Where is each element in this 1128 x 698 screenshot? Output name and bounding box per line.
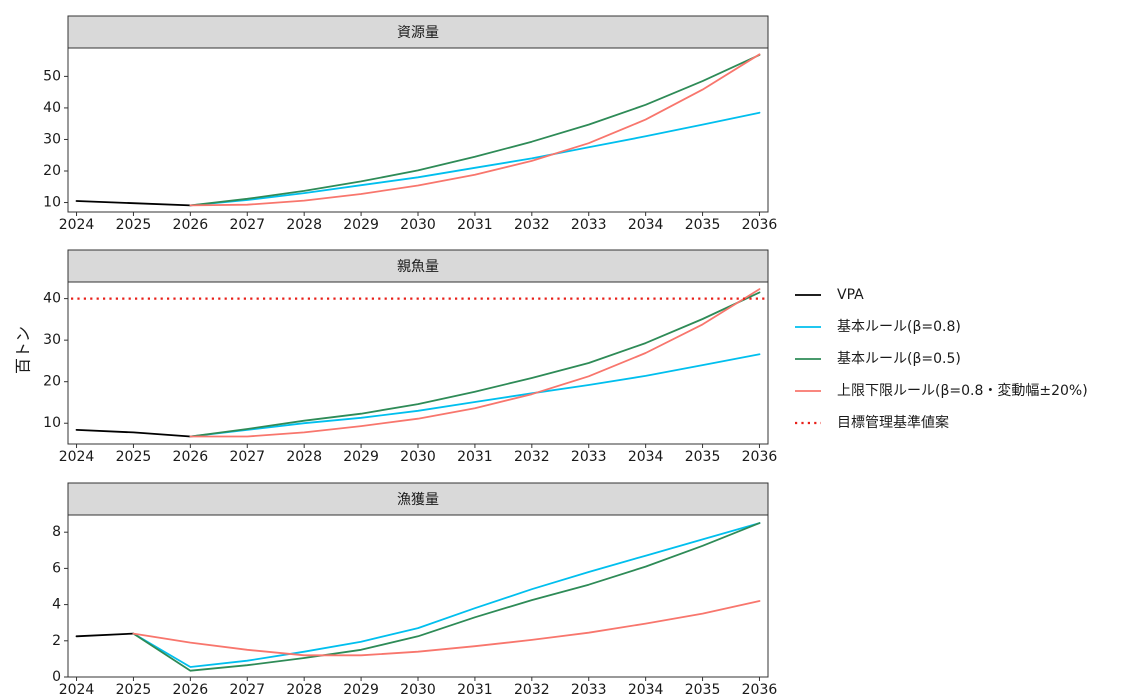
series-line-cap [132,600,761,657]
x-tick-label: 2033 [571,682,607,698]
y-tick-label: 2 [52,633,61,649]
y-tick-label: 20 [43,374,61,390]
series-line-basic05 [132,522,761,672]
x-tick-label: 2029 [343,217,379,233]
panel-3: 漁獲量 0 2 4 6 8 2024 2025 2026 2027 2028 2029 2030 2031… [52,482,778,698]
y-tick-label: 0 [52,669,61,685]
series-line-cap [189,53,761,207]
legend-label-target: 目標管理基準値案 [837,414,949,431]
x-tick-label: 2024 [59,682,95,698]
x-tick-label: 2035 [685,682,721,698]
y-axis-label: 百トン [14,326,33,374]
series-line-vpa [75,632,135,638]
x-tick-label: 2030 [400,217,436,233]
panel-frame [67,281,769,445]
series-line-vpa [75,428,192,438]
panel-title: 漁獲量 [397,492,439,508]
y-tick-label: 6 [52,560,61,576]
x-tick-label: 2035 [685,217,721,233]
series-line-basic05 [189,54,761,207]
series-line-basic08 [189,353,761,438]
panel-title: 親魚量 [397,259,439,275]
x-tick-label: 2025 [116,682,152,698]
y-tick-label: 50 [43,68,61,84]
panel-frame [67,47,769,213]
x-tick-label: 2027 [229,217,265,233]
x-tick-label: 2026 [173,217,209,233]
x-tick-label: 2030 [400,449,436,465]
panel-frame [67,514,769,678]
x-tick-label: 2026 [173,682,209,698]
x-tick-label: 2029 [343,682,379,698]
series-line-vpa [75,200,192,207]
x-tick-label: 2028 [286,217,322,233]
x-tick-label: 2034 [628,217,664,233]
x-tick-label: 2030 [400,682,436,698]
x-tick-label: 2034 [628,682,664,698]
y-tick-label: 10 [43,415,61,431]
y-tick-label: 40 [43,291,61,307]
x-tick-label: 2029 [343,449,379,465]
x-tick-label: 2024 [59,217,95,233]
series-line-cap [189,288,761,438]
legend-label-basic08: 基本ルール(β=0.8) [837,318,961,335]
x-tick-label: 2025 [116,217,152,233]
x-tick-label: 2033 [571,217,607,233]
x-tick-label: 2028 [286,449,322,465]
y-tick-label: 30 [43,131,61,147]
y-tick-label: 20 [43,163,61,179]
x-tick-label: 2027 [229,682,265,698]
x-tick-label: 2032 [514,449,550,465]
legend-label-cap: 上限下限ルール(β=0.8・変動幅±20%) [837,382,1088,399]
x-tick-label: 2025 [116,449,152,465]
legend-label-vpa: VPA [837,287,864,303]
series-line-basic05 [189,291,761,438]
x-tick-label: 2036 [742,449,778,465]
x-tick-label: 2031 [457,449,493,465]
y-tick-label: 4 [52,597,61,613]
panel-strip [67,482,769,516]
x-tick-label: 2032 [514,682,550,698]
x-tick-label: 2031 [457,217,493,233]
x-tick-label: 2027 [229,449,265,465]
y-tick-label: 10 [43,195,61,211]
x-tick-label: 2028 [286,682,322,698]
panel-strip [67,15,769,49]
y-tick-label: 30 [43,332,61,348]
y-tick-label: 8 [52,524,61,540]
y-tick-label: 40 [43,100,61,116]
x-tick-label: 2032 [514,217,550,233]
series-line-basic08 [132,522,761,668]
x-tick-label: 2031 [457,682,493,698]
legend: VPA 基本ルール(β=0.8) 基本ルール(β=0.5) 上限下限ルール(β=0.8… [795,287,1088,431]
x-tick-label: 2024 [59,449,95,465]
panel-title: 資源量 [397,25,439,41]
series-line-basic08 [189,111,761,207]
x-tick-label: 2036 [742,682,778,698]
x-tick-label: 2035 [685,449,721,465]
legend-label-basic05: 基本ルール(β=0.5) [837,350,961,367]
x-tick-label: 2036 [742,217,778,233]
x-tick-label: 2034 [628,449,664,465]
x-tick-label: 2033 [571,449,607,465]
x-tick-label: 2026 [173,449,209,465]
